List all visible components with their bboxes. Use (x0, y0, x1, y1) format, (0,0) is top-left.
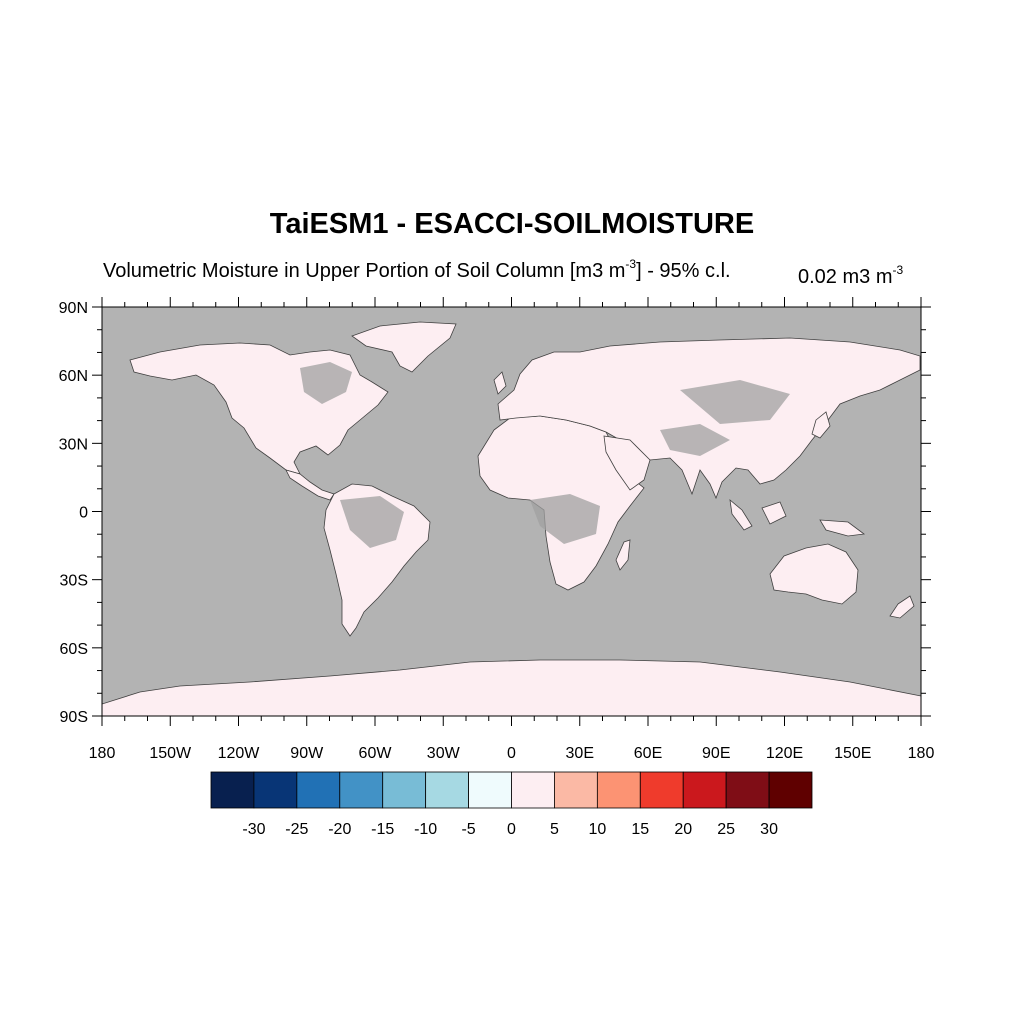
colorbar-box (768, 771, 813, 809)
land-new-guinea (819, 519, 866, 537)
land-borneo (761, 501, 787, 525)
lon-tick-label: 120E (766, 745, 803, 762)
colorbar-box (554, 771, 598, 809)
lon-tick-label: 150E (834, 745, 871, 762)
colorbar-label: -5 (461, 821, 475, 838)
colorbar-label: 25 (717, 821, 735, 838)
colorbar-box (339, 771, 384, 809)
lon-tick-label: 30E (566, 745, 594, 762)
colorbar-label: -25 (285, 821, 308, 838)
land-antarctica (102, 659, 921, 716)
colorbar-box (725, 771, 770, 809)
lon-tick-label: 90W (290, 745, 324, 762)
colorbar-label: 30 (760, 821, 778, 838)
lon-tick-label: 90E (702, 745, 730, 762)
colorbar-box (210, 771, 255, 809)
colorbar-box (382, 771, 427, 809)
colorbar-label: -15 (371, 821, 394, 838)
colorbar: -30 -25 -20 -15 -10 -5 0 5 10 15 20 25 30 (210, 771, 813, 838)
land-australia (769, 543, 859, 605)
lat-tick-label: 60N (59, 368, 88, 385)
lon-tick-label: 120W (218, 745, 261, 762)
land-greenland (351, 321, 457, 373)
land-madagascar (615, 539, 631, 571)
lon-tick-label: 150W (149, 745, 192, 762)
map-title: TaiESM1 - ESACCI-SOILMOISTURE (269, 208, 755, 240)
colorbar-box (511, 771, 555, 809)
land-new-zealand (889, 595, 915, 619)
colorbar-label: -10 (414, 821, 437, 838)
lon-tick-label: 30W (427, 745, 461, 762)
mask-himalaya (660, 424, 730, 456)
colorbar-box (296, 771, 341, 809)
land-sumatra (729, 499, 753, 531)
lon-tick-label: 180 (89, 745, 116, 762)
colorbar-box (596, 771, 641, 809)
land-japan (811, 411, 831, 439)
lat-tick-label: 30N (59, 436, 88, 453)
insignificant-mask-layer (300, 362, 790, 548)
map-subtitle-right: 0.02 m3 m-3 (798, 263, 904, 288)
lon-tick-label: 180 (908, 745, 935, 762)
mask-siberia (680, 380, 790, 424)
land-british-isles (493, 371, 507, 395)
colorbar-box (468, 771, 512, 809)
lon-tick-label: 0 (507, 745, 516, 762)
lon-tick-label: 60E (634, 745, 662, 762)
mask-canada (300, 362, 352, 404)
land-arabia (603, 435, 651, 491)
colorbar-label: 5 (550, 821, 559, 838)
axis-ticks: 90N 60N 30N 0 30S 60S 90S 180 150W 120W 90W 60W 30W 0… (59, 297, 935, 762)
lat-tick-label: 90S (60, 709, 88, 726)
colorbar-box (425, 771, 469, 809)
lon-tick-label: 60W (359, 745, 393, 762)
colorbar-box (253, 771, 298, 809)
lat-tick-label: 0 (79, 505, 88, 522)
land-central-america (285, 469, 335, 501)
colorbar-label: 10 (588, 821, 606, 838)
colorbar-box (639, 771, 684, 809)
lat-tick-label: 60S (60, 641, 88, 658)
lat-tick-label: 30S (60, 573, 88, 590)
map-subtitle: Volumetric Moisture in Upper Portion of … (103, 257, 731, 282)
colorbar-box (682, 771, 727, 809)
mask-amazon (340, 496, 404, 548)
lat-tick-label: 90N (59, 300, 88, 317)
colorbar-label: 0 (507, 821, 516, 838)
colorbar-label: 15 (631, 821, 649, 838)
mask-central-africa (530, 494, 600, 544)
colorbar-label: -30 (242, 821, 265, 838)
colorbar-label: -20 (328, 821, 351, 838)
colorbar-label: 20 (674, 821, 692, 838)
